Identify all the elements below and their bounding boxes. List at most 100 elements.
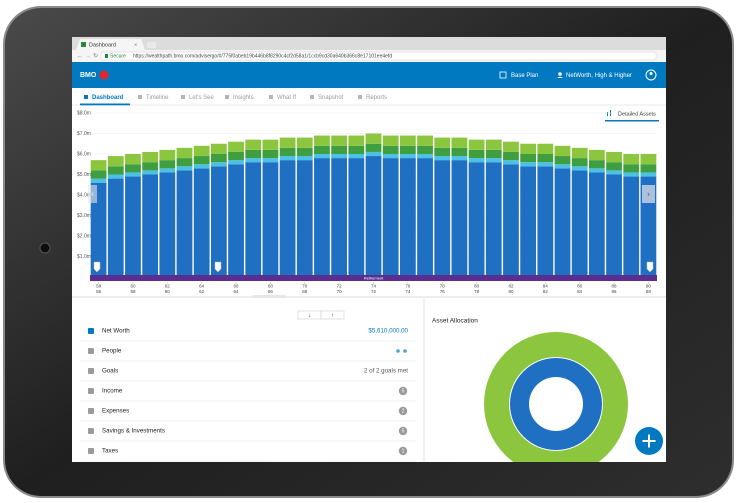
scroll-right[interactable] bbox=[642, 185, 655, 203]
bar-segment[interactable] bbox=[588, 160, 605, 169]
browser-tab[interactable] bbox=[76, 39, 145, 50]
bar-segment[interactable] bbox=[245, 149, 262, 159]
bar-segment[interactable] bbox=[588, 172, 605, 277]
bar-segment[interactable] bbox=[90, 182, 107, 277]
bar-segment[interactable] bbox=[640, 164, 657, 173]
bar-segment[interactable] bbox=[125, 172, 141, 177]
bar-segment[interactable] bbox=[331, 154, 348, 159]
nav-tab[interactable]: Reports bbox=[366, 95, 387, 101]
bar-segment[interactable] bbox=[365, 143, 382, 152]
reload-button[interactable]: ↻ bbox=[93, 54, 98, 60]
bar-segment[interactable] bbox=[434, 160, 451, 277]
bar-segment[interactable] bbox=[348, 158, 365, 277]
bar-segment[interactable] bbox=[468, 158, 485, 163]
bar-segment[interactable] bbox=[193, 168, 210, 277]
bar-segment[interactable] bbox=[606, 174, 622, 278]
nav-tab[interactable]: What If bbox=[277, 95, 296, 101]
bar-segment[interactable] bbox=[142, 174, 159, 278]
bar-segment[interactable] bbox=[90, 170, 107, 179]
bar-segment[interactable] bbox=[90, 178, 107, 183]
bar-segment[interactable] bbox=[245, 162, 262, 277]
bar-segment[interactable] bbox=[142, 151, 159, 163]
bar-segment[interactable] bbox=[314, 154, 330, 159]
bar-segment[interactable] bbox=[399, 145, 416, 154]
bar-segment[interactable] bbox=[417, 135, 433, 146]
bar-segment[interactable] bbox=[417, 145, 433, 154]
bar-segment[interactable] bbox=[279, 156, 296, 161]
bar-segment[interactable] bbox=[245, 158, 262, 163]
back-button[interactable]: ← bbox=[77, 54, 83, 60]
bar-segment[interactable] bbox=[314, 135, 330, 146]
bar-segment[interactable] bbox=[485, 162, 502, 277]
bar-segment[interactable] bbox=[451, 147, 468, 157]
bar-segment[interactable] bbox=[296, 156, 313, 161]
bar-segment[interactable] bbox=[451, 160, 468, 277]
resize-handle[interactable] bbox=[252, 295, 286, 298]
bar-segment[interactable] bbox=[245, 139, 262, 150]
scenario-name[interactable]: NetWorth, High & Higher bbox=[566, 73, 632, 79]
milestone-pin[interactable] bbox=[93, 261, 101, 273]
bar-segment[interactable] bbox=[623, 172, 640, 177]
bar-segment[interactable] bbox=[399, 154, 416, 159]
nav-tab[interactable]: Dashboard bbox=[92, 95, 124, 101]
bar-segment[interactable] bbox=[503, 160, 519, 165]
bar-segment[interactable] bbox=[348, 154, 365, 159]
bar-segment[interactable] bbox=[159, 160, 176, 169]
scroll-left[interactable] bbox=[88, 185, 97, 203]
row-label[interactable]: Savings & Investments bbox=[102, 428, 165, 435]
nav-tab[interactable]: Insights bbox=[233, 95, 254, 101]
bar-segment[interactable] bbox=[451, 137, 468, 148]
bar-segment[interactable] bbox=[107, 166, 124, 175]
row-label[interactable]: Net Worth bbox=[102, 328, 130, 335]
bar-segment[interactable] bbox=[417, 154, 433, 159]
bar-segment[interactable] bbox=[159, 168, 176, 173]
bar-segment[interactable] bbox=[107, 178, 124, 277]
bar-segment[interactable] bbox=[210, 143, 227, 154]
bar-segment[interactable] bbox=[554, 145, 571, 157]
bar-segment[interactable] bbox=[314, 145, 330, 154]
bar-segment[interactable] bbox=[554, 168, 571, 277]
bar-segment[interactable] bbox=[176, 158, 193, 167]
bar-segment[interactable] bbox=[537, 143, 554, 154]
bar-segment[interactable] bbox=[468, 139, 485, 150]
bar-segment[interactable] bbox=[537, 166, 554, 277]
bar-segment[interactable] bbox=[193, 145, 210, 157]
bar-segment[interactable] bbox=[606, 151, 622, 163]
bar-segment[interactable] bbox=[537, 154, 554, 163]
bar-segment[interactable] bbox=[228, 164, 244, 277]
bar-segment[interactable] bbox=[520, 143, 537, 154]
bar-segment[interactable] bbox=[588, 168, 605, 173]
bar-segment[interactable] bbox=[382, 154, 399, 159]
bar-segment[interactable] bbox=[571, 158, 588, 167]
bar-segment[interactable] bbox=[399, 158, 416, 277]
bar-segment[interactable] bbox=[314, 158, 330, 277]
bar-segment[interactable] bbox=[382, 135, 399, 146]
bar-segment[interactable] bbox=[296, 137, 313, 148]
bar-segment[interactable] bbox=[125, 176, 141, 277]
bar-segment[interactable] bbox=[468, 149, 485, 159]
forward-button[interactable]: → bbox=[85, 54, 91, 60]
bar-segment[interactable] bbox=[228, 151, 244, 161]
bar-segment[interactable] bbox=[434, 147, 451, 157]
bar-segment[interactable] bbox=[159, 149, 176, 161]
bar-segment[interactable] bbox=[434, 156, 451, 161]
bar-segment[interactable] bbox=[210, 162, 227, 167]
bar-segment[interactable] bbox=[554, 164, 571, 169]
nav-tab[interactable]: Snapshot bbox=[318, 95, 344, 101]
bar-segment[interactable] bbox=[399, 135, 416, 146]
bar-segment[interactable] bbox=[365, 133, 382, 144]
milestone-pin[interactable] bbox=[214, 261, 222, 273]
bar-segment[interactable] bbox=[125, 154, 141, 165]
bar-segment[interactable] bbox=[623, 154, 640, 165]
row-label[interactable]: Taxes bbox=[102, 448, 118, 455]
bar-segment[interactable] bbox=[640, 154, 657, 165]
bar-segment[interactable] bbox=[571, 147, 588, 159]
bar-segment[interactable] bbox=[279, 160, 296, 277]
bar-segment[interactable] bbox=[210, 154, 227, 163]
bar-segment[interactable] bbox=[90, 160, 107, 171]
bar-segment[interactable] bbox=[159, 172, 176, 277]
bar-segment[interactable] bbox=[262, 149, 279, 159]
bar-segment[interactable] bbox=[606, 162, 622, 171]
bar-segment[interactable] bbox=[365, 151, 382, 157]
bar-segment[interactable] bbox=[331, 135, 348, 146]
